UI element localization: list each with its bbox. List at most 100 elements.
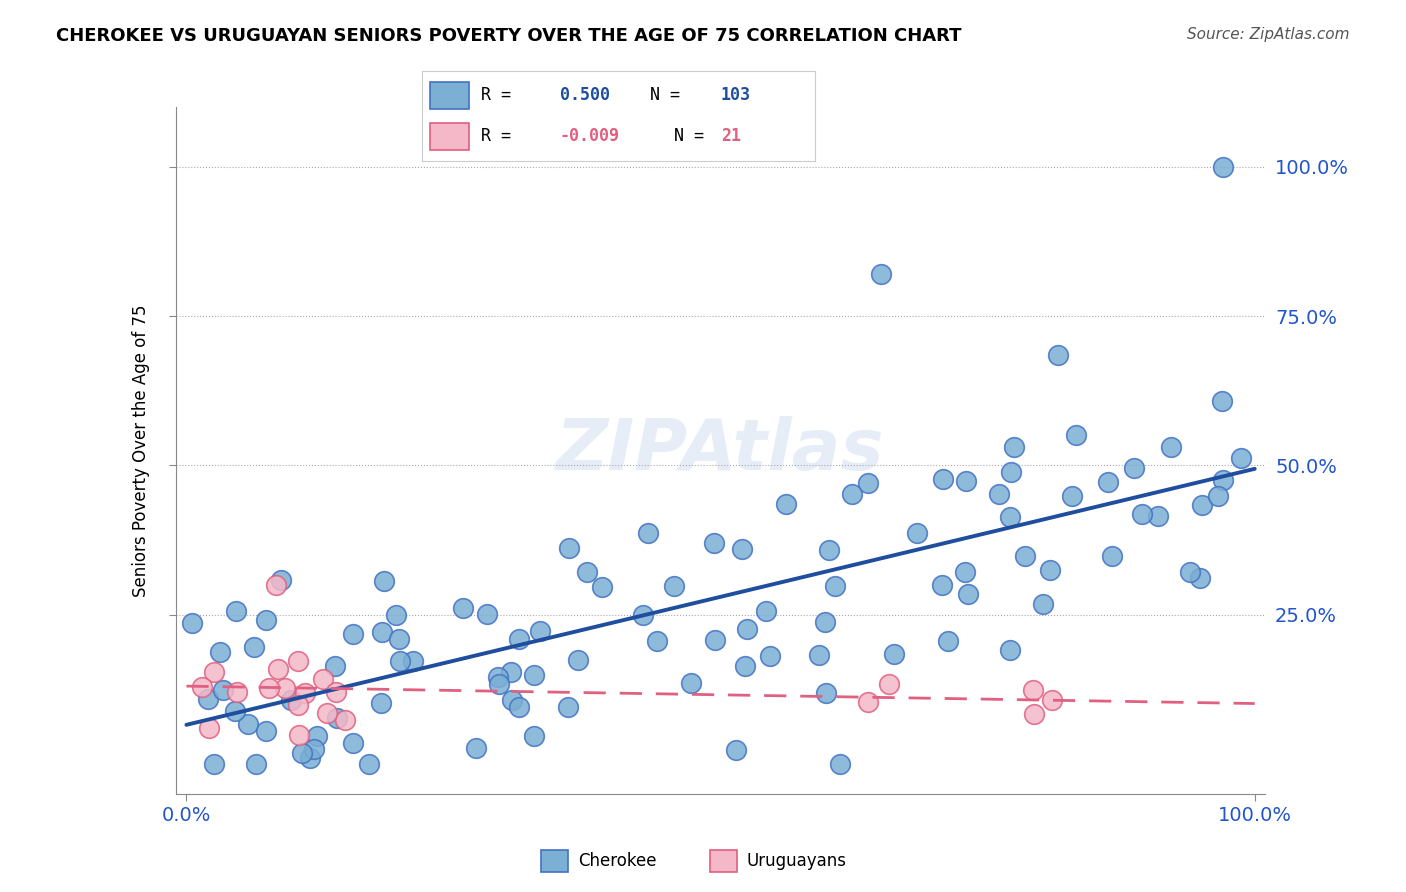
Uruguayans	[877, 677, 900, 691]
Cherokee	[475, 607, 498, 621]
Uruguayans	[325, 685, 347, 699]
Cherokee	[817, 542, 839, 557]
Cherokee	[679, 676, 702, 690]
Cherokee	[637, 525, 659, 540]
Cherokee	[270, 573, 292, 587]
Text: Source: ZipAtlas.com: Source: ZipAtlas.com	[1187, 27, 1350, 42]
Cherokee	[1004, 440, 1026, 454]
Cherokee	[238, 717, 260, 731]
Cherokee	[501, 665, 523, 679]
Cherokee	[731, 541, 754, 556]
Text: 103: 103	[721, 87, 751, 104]
Cherokee	[245, 757, 267, 772]
FancyBboxPatch shape	[430, 123, 470, 150]
Cherokee	[631, 607, 654, 622]
Cherokee	[557, 699, 579, 714]
Cherokee	[291, 746, 314, 760]
Cherokee	[856, 475, 879, 490]
Cherokee	[1064, 428, 1087, 442]
Cherokee	[342, 626, 364, 640]
Cherokee	[808, 648, 831, 663]
Cherokee	[824, 579, 846, 593]
Cherokee	[814, 686, 837, 700]
Cherokee	[465, 741, 488, 756]
Cherokee	[932, 471, 955, 485]
Cherokee	[704, 633, 727, 648]
Cherokee	[373, 574, 395, 588]
Cherokee	[342, 736, 364, 750]
Cherokee	[1212, 160, 1234, 174]
Cherokee	[1032, 597, 1054, 611]
Cherokee	[371, 625, 394, 640]
Text: Cherokee: Cherokee	[578, 852, 657, 870]
Cherokee	[1130, 507, 1153, 521]
FancyBboxPatch shape	[541, 849, 568, 872]
Cherokee	[814, 615, 837, 629]
Uruguayans	[287, 654, 309, 668]
Cherokee	[523, 729, 546, 743]
Cherokee	[734, 658, 756, 673]
Cherokee	[326, 711, 349, 725]
Uruguayans	[274, 681, 297, 695]
Uruguayans	[333, 713, 356, 727]
Text: R =: R =	[481, 87, 510, 104]
Text: 0.500: 0.500	[560, 87, 610, 104]
Cherokee	[302, 742, 325, 756]
Cherokee	[1160, 440, 1182, 454]
Cherokee	[370, 696, 392, 710]
Cherokee	[501, 693, 523, 707]
Cherokee	[1123, 461, 1146, 475]
Cherokee	[759, 648, 782, 663]
Cherokee	[1097, 475, 1119, 489]
FancyBboxPatch shape	[430, 82, 470, 109]
Uruguayans	[287, 698, 309, 712]
Cherokee	[998, 509, 1021, 524]
Cherokee	[591, 581, 613, 595]
Text: Uruguayans: Uruguayans	[747, 852, 846, 870]
Cherokee	[202, 757, 225, 772]
Cherokee	[224, 704, 246, 718]
Cherokee	[1147, 509, 1170, 524]
Cherokee	[388, 632, 411, 647]
Cherokee	[508, 632, 530, 646]
Cherokee	[197, 692, 219, 706]
Uruguayans	[1022, 706, 1045, 721]
Cherokee	[883, 647, 905, 661]
Text: N =: N =	[650, 87, 681, 104]
Cherokee	[645, 633, 668, 648]
Cherokee	[1000, 643, 1022, 657]
Cherokee	[225, 604, 247, 618]
Y-axis label: Seniors Poverty Over the Age of 75: Seniors Poverty Over the Age of 75	[132, 304, 150, 597]
Cherokee	[1060, 489, 1083, 503]
Cherokee	[388, 655, 411, 669]
Uruguayans	[198, 721, 221, 735]
Cherokee	[931, 578, 953, 592]
Cherokee	[1189, 571, 1212, 585]
Cherokee	[1014, 549, 1036, 563]
Cherokee	[488, 677, 510, 691]
Cherokee	[1046, 348, 1069, 362]
Cherokee	[402, 655, 425, 669]
Cherokee	[828, 757, 851, 772]
Cherokee	[357, 757, 380, 772]
Uruguayans	[316, 706, 339, 720]
Cherokee	[305, 729, 328, 743]
Uruguayans	[191, 680, 214, 694]
Text: 21: 21	[721, 128, 741, 145]
Uruguayans	[856, 695, 879, 709]
Cherokee	[523, 667, 546, 681]
Cherokee	[703, 535, 725, 549]
Cherokee	[841, 486, 863, 500]
Cherokee	[385, 608, 408, 623]
Cherokee	[212, 683, 235, 698]
Text: -0.009: -0.009	[560, 128, 620, 145]
Cherokee	[662, 579, 685, 593]
Cherokee	[724, 743, 747, 757]
Uruguayans	[267, 662, 290, 676]
Cherokee	[755, 604, 778, 618]
Text: ZIPAtlas: ZIPAtlas	[557, 416, 884, 485]
Cherokee	[1229, 451, 1251, 466]
Cherokee	[529, 624, 551, 638]
Cherokee	[955, 475, 977, 489]
Cherokee	[1191, 498, 1213, 512]
